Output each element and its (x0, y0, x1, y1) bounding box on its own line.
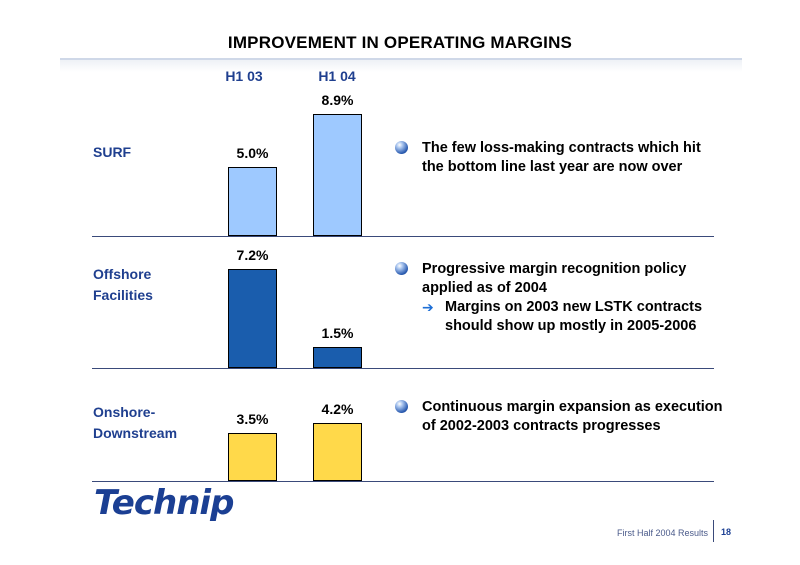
bar-offshore-h1-03 (228, 269, 277, 368)
page-number: 18 (721, 527, 732, 537)
bullet-onshore: Continuous margin expansion as execution… (395, 398, 725, 436)
bullet-offshore: Progressive margin recognition policy ap… (395, 260, 725, 336)
value-label-onshore-h1-04: 4.2% (321, 401, 354, 417)
divider (92, 368, 714, 369)
value-label-surf-h1-03: 5.0% (236, 145, 269, 161)
bar-surf-h1-04 (313, 114, 362, 236)
bar-surf-h1-03 (228, 167, 277, 236)
arrow-right-icon: ➔ (422, 299, 434, 315)
value-label-offshore-h1-04: 1.5% (321, 325, 354, 341)
value-label-surf-h1-04: 8.9% (321, 92, 354, 108)
bar-onshore-h1-04 (313, 423, 362, 481)
bullet-dot-icon (395, 400, 408, 413)
column-header-h1-03: H1 03 (225, 68, 263, 84)
value-label-onshore-h1-03: 3.5% (236, 411, 269, 427)
category-label-onshore-downstream: Onshore- Downstream (93, 404, 178, 441)
category-label-offshore-facilities: Offshore Facilities (93, 266, 153, 303)
bullet-surf: The few loss-making contracts which hit … (395, 139, 725, 177)
footer-text: First Half 2004 Results (616, 528, 708, 538)
sub-bullet-offshore: ➔ Margins on 2003 new LSTK contracts sho… (422, 299, 703, 334)
technip-logo: Technip (94, 483, 234, 523)
column-header-h1-04: H1 04 (318, 68, 356, 84)
title-band (60, 58, 742, 72)
bar-offshore-h1-04 (313, 347, 362, 368)
page-title: IMPROVEMENT IN OPERATING MARGINS (227, 33, 573, 52)
bar-onshore-h1-03 (228, 433, 277, 481)
bullet-dot-icon (395, 141, 408, 154)
bullet-dot-icon (395, 262, 408, 275)
divider (92, 236, 714, 237)
divider (92, 481, 714, 482)
footer-separator (713, 520, 714, 542)
category-label-surf: SURF (93, 144, 132, 160)
value-label-offshore-h1-03: 7.2% (236, 247, 269, 263)
